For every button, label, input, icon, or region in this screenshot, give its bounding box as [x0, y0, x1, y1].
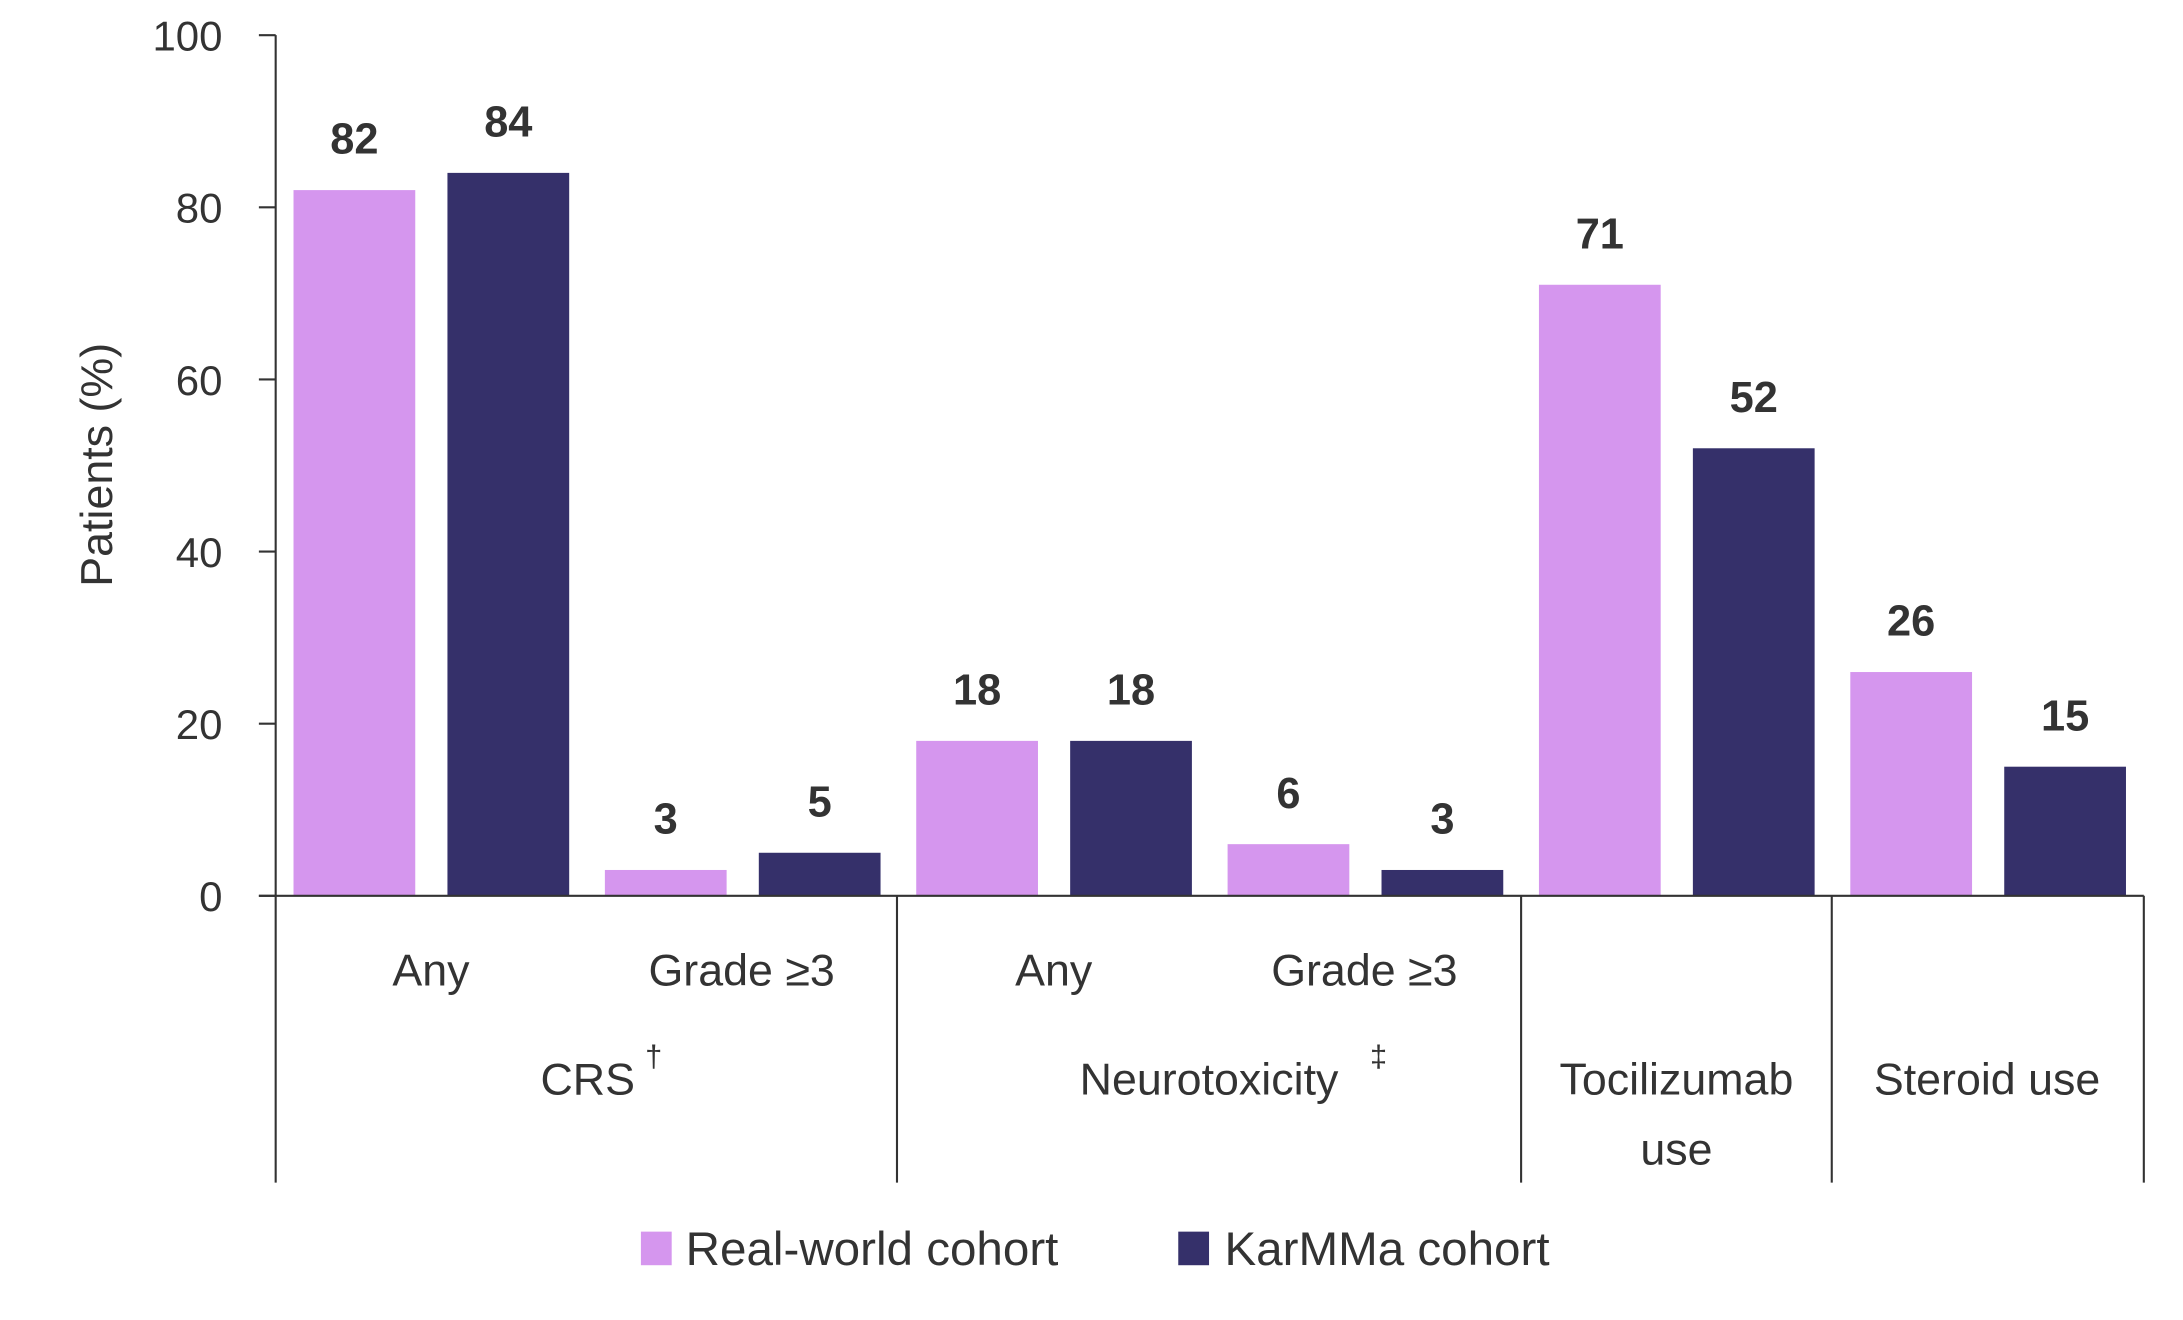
- bar: [758, 852, 881, 896]
- bar: [1850, 672, 1973, 896]
- bar: [1381, 869, 1504, 896]
- x-tick-label: Grade ≥3: [648, 945, 834, 995]
- legend: Real-world cohort KarMMa cohort: [640, 1223, 1550, 1276]
- data-label: 15: [2041, 692, 2089, 740]
- bar: [2004, 766, 2126, 896]
- legend-swatch-real-world: [640, 1231, 672, 1266]
- bar: [1692, 448, 1815, 896]
- data-label: 84: [484, 98, 532, 146]
- bars: 82 3 18 6 71 26 84 5 18 3 52 15: [293, 98, 2126, 896]
- data-label: 71: [1576, 210, 1624, 258]
- y-tick-label: 20: [176, 701, 223, 748]
- x-axis: Any Grade ≥3 Any Grade ≥3 CRS † Neurotox…: [258, 894, 2145, 1183]
- data-label: 6: [1276, 770, 1300, 818]
- y-tick-label: 40: [176, 529, 223, 576]
- legend-label-real-world: Real-world cohort: [686, 1223, 1059, 1276]
- data-label: 26: [1887, 598, 1935, 646]
- y-tick-label: 60: [176, 357, 223, 404]
- bar: [604, 869, 727, 896]
- group-label-tocilizumab-line1: Tocilizumab: [1559, 1055, 1793, 1105]
- bar: [293, 190, 416, 896]
- bar: [1538, 284, 1661, 896]
- y-tick-label: 0: [199, 873, 222, 920]
- x-tick-label: Grade ≥3: [1271, 945, 1457, 995]
- y-axis: 0 20 40 60 80 100: [152, 13, 277, 920]
- legend-swatch-karmma: [1178, 1231, 1210, 1266]
- x-tick-label: Any: [1015, 945, 1093, 995]
- data-label: 3: [1430, 796, 1454, 844]
- data-label: 82: [330, 116, 378, 164]
- group-label-crs-footnote: †: [645, 1039, 662, 1074]
- bar: [916, 740, 1038, 896]
- group-label-neurotoxicity-footnote: ‡: [1370, 1039, 1387, 1074]
- bar: [1070, 740, 1192, 896]
- data-label: 3: [654, 796, 678, 844]
- y-tick-label: 80: [176, 185, 223, 232]
- y-axis-label: Patients (%): [72, 343, 122, 587]
- data-label: 5: [808, 778, 832, 826]
- group-label-steroid: Steroid use: [1874, 1055, 2100, 1105]
- legend-label-karmma: KarMMa cohort: [1224, 1223, 1549, 1276]
- group-label-tocilizumab-line2: use: [1640, 1124, 1712, 1174]
- bar: [1227, 844, 1350, 896]
- x-tick-label: Any: [392, 945, 470, 995]
- data-label: 18: [1107, 666, 1155, 714]
- group-label-neurotoxicity: Neurotoxicity: [1080, 1055, 1339, 1105]
- data-label: 52: [1730, 374, 1778, 422]
- y-tick-label: 100: [152, 13, 222, 60]
- data-label: 18: [953, 666, 1001, 714]
- bar: [447, 172, 570, 896]
- group-label-crs: CRS: [540, 1055, 635, 1105]
